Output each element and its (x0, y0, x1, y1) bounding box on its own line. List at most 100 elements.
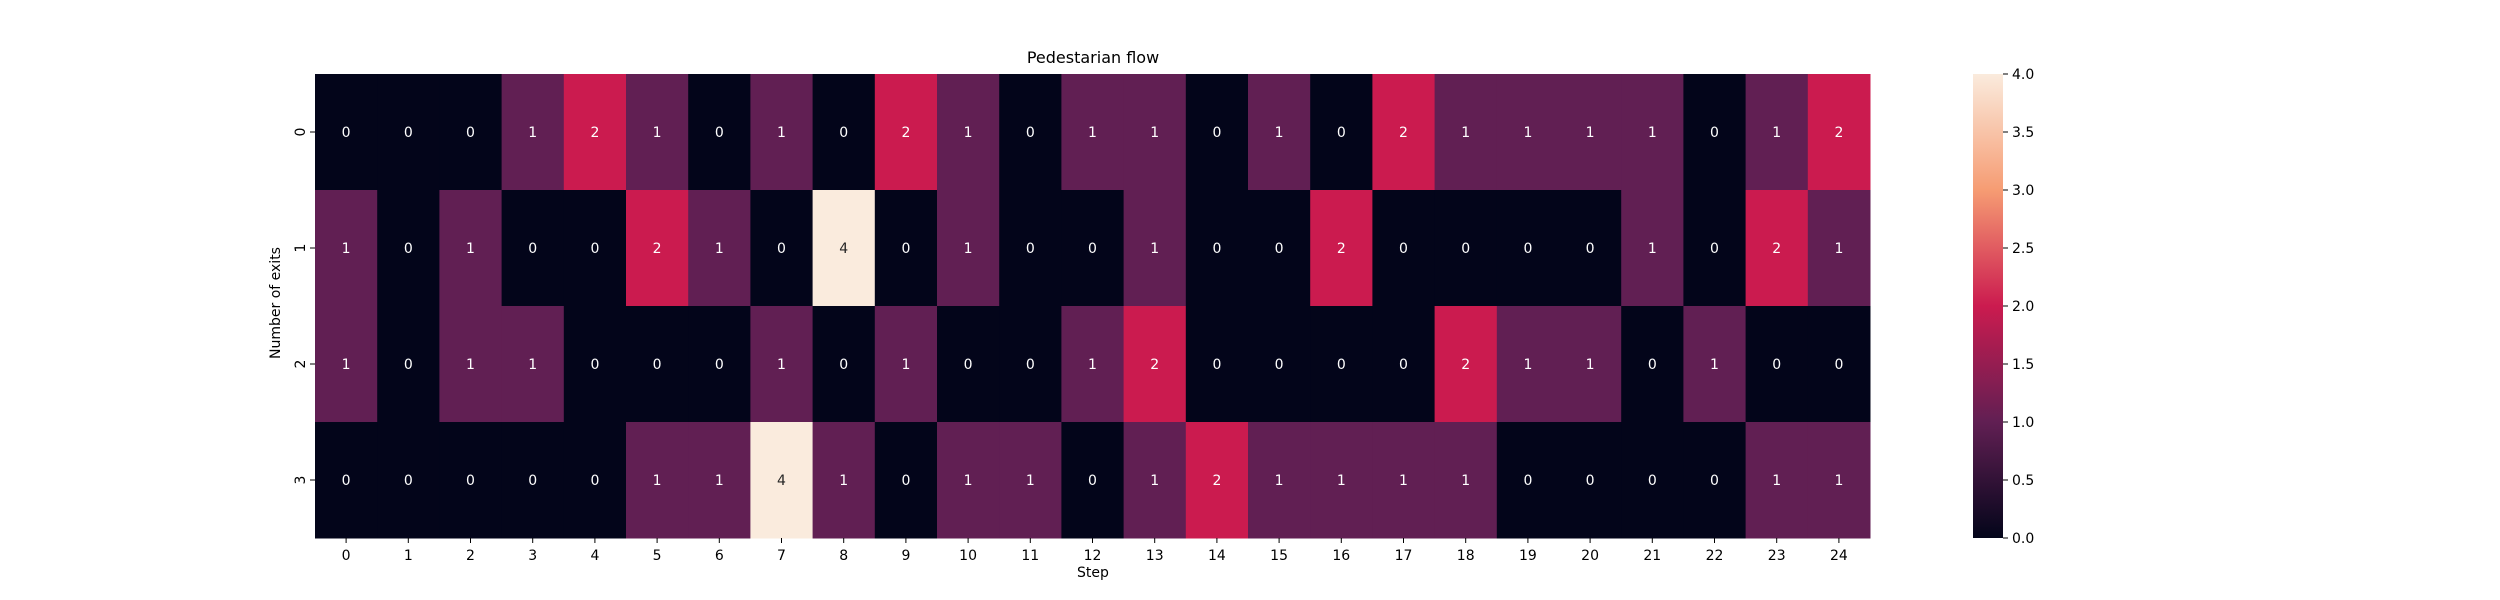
x-tick-label: 24 (1830, 548, 1848, 564)
cell-annotation: 1 (1088, 125, 1097, 141)
heatmap-cell (812, 422, 876, 539)
x-tick-label: 6 (715, 548, 724, 564)
cell-annotation: 0 (839, 357, 848, 373)
cell-annotation: 0 (1648, 357, 1657, 373)
cell-annotation: 0 (466, 125, 475, 141)
colorbar (1973, 74, 2003, 538)
y-axis-ticks: 0 1 2 3 (293, 128, 315, 484)
cell-annotation: 4 (777, 473, 786, 489)
chart-title: Pedestarian flow (1027, 48, 1159, 67)
cell-annotation: 0 (342, 125, 351, 141)
cell-annotation: 0 (1026, 357, 1035, 373)
heatmap-cell (439, 422, 503, 539)
heatmap-cell (937, 422, 1000, 539)
cell-annotation: 0 (1275, 241, 1284, 257)
cell-annotation: 2 (1337, 241, 1346, 257)
heatmap-cell (750, 422, 814, 539)
cell-annotation: 0 (777, 241, 786, 257)
cell-annotation: 1 (1834, 473, 1843, 489)
heatmap-cell (1683, 306, 1747, 423)
cell-annotation: 1 (1523, 125, 1532, 141)
heatmap-cell (688, 422, 751, 539)
cell-annotation: 1 (777, 357, 786, 373)
cell-annotation: 2 (1772, 241, 1781, 257)
colorbar-tick-label: 0.5 (2012, 473, 2034, 489)
heatmap-cell (1434, 306, 1498, 423)
x-tick-label: 10 (959, 548, 977, 564)
heatmap-cell (1745, 422, 1809, 539)
cell-annotation: 0 (590, 241, 599, 257)
x-tick-label: 23 (1768, 548, 1786, 564)
colorbar-tick-label: 2.0 (2012, 299, 2034, 315)
cell-annotation: 1 (1586, 125, 1595, 141)
colorbar-tick-label: 0.0 (2012, 531, 2034, 547)
cell-annotation: 0 (1212, 357, 1221, 373)
cell-annotation: 0 (653, 357, 662, 373)
cell-annotation: 1 (901, 357, 910, 373)
cell-annotation: 1 (1275, 125, 1284, 141)
x-axis-ticks: 0 1 2 3 4 5 6 7 8 9 10 11 12 13 14 15 16 17 18 19 20 21 22 23 24 (342, 538, 1848, 564)
heatmap-cell (1683, 422, 1747, 539)
cell-annotation: 2 (1212, 473, 1221, 489)
heatmap-cell (688, 190, 751, 307)
heatmap-cell (563, 190, 627, 307)
cell-annotation: 0 (1212, 125, 1221, 141)
heatmap-cell (1559, 74, 1622, 191)
heatmap-cell (1745, 306, 1809, 423)
cell-annotation: 0 (528, 473, 537, 489)
x-axis-label: Step (1077, 565, 1109, 581)
cell-annotation: 2 (1461, 357, 1470, 373)
heatmap-cell (812, 190, 876, 307)
heatmap-cell (1185, 190, 1249, 307)
x-tick-label: 17 (1395, 548, 1413, 564)
cell-annotation: 1 (964, 473, 973, 489)
colorbar-tick-label: 2.5 (2012, 241, 2034, 257)
heatmap-cell (999, 422, 1062, 539)
heatmap-cell (750, 190, 814, 307)
cell-annotation: 0 (1337, 125, 1346, 141)
heatmap-cell (315, 74, 378, 191)
cell-annotation: 1 (1834, 241, 1843, 257)
x-tick-label: 20 (1581, 548, 1599, 564)
x-tick-label: 14 (1208, 548, 1226, 564)
cell-annotation: 0 (404, 473, 413, 489)
heatmap-cell (1372, 190, 1436, 307)
heatmap-cell (1372, 422, 1436, 539)
cell-annotation: 0 (404, 241, 413, 257)
heatmap-cell (1621, 306, 1684, 423)
heatmap-cell (937, 190, 1000, 307)
heatmap-cell (377, 306, 440, 423)
cell-annotation: 0 (1088, 473, 1097, 489)
cell-annotation: 0 (901, 473, 910, 489)
heatmap-cell (1496, 306, 1560, 423)
cell-annotation: 0 (1523, 241, 1532, 257)
cell-annotation: 0 (342, 473, 351, 489)
cell-annotation: 0 (1275, 357, 1284, 373)
cell-annotation: 0 (1834, 357, 1843, 373)
heatmap-cell (1683, 190, 1747, 307)
heatmap-cell (937, 74, 1000, 191)
heatmap-cell (1434, 74, 1498, 191)
cell-annotation: 1 (466, 241, 475, 257)
heatmap-cell (439, 74, 503, 191)
heatmap-cell (1496, 190, 1560, 307)
heatmap-cell (1372, 306, 1436, 423)
heatmap-cell (937, 306, 1000, 423)
cell-annotation: 0 (964, 357, 973, 373)
cell-annotation: 1 (1026, 473, 1035, 489)
cell-annotation: 1 (964, 241, 973, 257)
x-tick-label: 3 (528, 548, 537, 564)
heatmap-cell (688, 74, 751, 191)
heatmap-cell (1310, 74, 1373, 191)
cell-annotation: 1 (342, 357, 351, 373)
heatmap-cell (1496, 422, 1560, 539)
x-tick-label: 4 (590, 548, 599, 564)
cell-annotation: 0 (1088, 241, 1097, 257)
heatmap-cell (1434, 190, 1498, 307)
heatmap-cell (501, 422, 565, 539)
colorbar-tick-label: 4.0 (2012, 67, 2034, 83)
heatmap-cell (626, 74, 689, 191)
cell-annotation: 1 (653, 473, 662, 489)
x-tick-label: 0 (342, 548, 351, 564)
cell-annotation: 1 (1648, 241, 1657, 257)
